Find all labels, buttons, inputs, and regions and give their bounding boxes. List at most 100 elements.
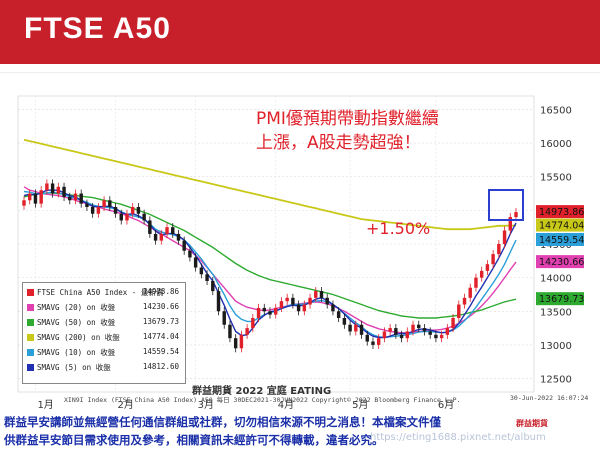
- legend-swatch: [27, 289, 34, 296]
- legend-value: 14973.86: [142, 287, 179, 296]
- candle-body: [399, 334, 404, 339]
- page-title: FTSE A50: [24, 12, 171, 45]
- candle-body: [474, 277, 478, 288]
- candle-body: [68, 196, 72, 201]
- candle-body: [245, 328, 249, 335]
- date-stamp: 30-Jun-2022 16:07:24: [510, 394, 589, 402]
- candle-body: [50, 183, 55, 194]
- candle-body: [199, 267, 204, 275]
- y-tick-label: 15500: [540, 173, 572, 184]
- candle-body: [405, 331, 410, 339]
- legend-label: FTSE China A50 Index - 最新價: [37, 288, 164, 297]
- candle-body: [205, 274, 209, 281]
- candle-body: [90, 207, 95, 214]
- candle-body: [85, 203, 89, 207]
- watermark-text: 群益期貨 2022 宜庭 EATING: [192, 386, 332, 397]
- candle-body: [417, 324, 421, 329]
- candle-body: [211, 281, 215, 292]
- candle-body: [285, 297, 289, 302]
- candle-body: [382, 331, 387, 339]
- candle-body: [428, 331, 432, 335]
- candle-body: [468, 287, 472, 298]
- candle-body: [302, 304, 307, 312]
- candle-body: [514, 212, 518, 218]
- candle-body: [342, 318, 347, 325]
- candle-body: [79, 193, 83, 204]
- legend-label: SMAVG (5) on 收盤: [37, 363, 111, 372]
- candle-body: [497, 244, 501, 255]
- candle-body: [319, 291, 324, 298]
- candle-body: [354, 324, 358, 332]
- candle-body: [279, 301, 284, 308]
- candle-body: [148, 220, 152, 234]
- candle-body: [171, 227, 175, 234]
- price-tag: [536, 255, 584, 269]
- price-tag-label: 14559.54: [539, 235, 584, 246]
- price-tag: [536, 232, 584, 246]
- candle-body: [268, 311, 272, 315]
- y-tick-label: 16500: [540, 105, 572, 116]
- candle-body: [45, 183, 49, 191]
- candle-body: [22, 200, 26, 206]
- legend-swatch: [27, 334, 34, 341]
- candle-body: [491, 254, 495, 265]
- y-tick-label: 14000: [540, 274, 572, 285]
- price-tag-label: 14774.04: [539, 221, 584, 232]
- candle-body: [308, 297, 312, 305]
- legend-swatch: [27, 304, 34, 311]
- price-tag-label: 13679.73: [539, 294, 584, 305]
- candle-body: [239, 334, 244, 349]
- candle-body: [462, 297, 467, 305]
- candle-body: [502, 230, 507, 244]
- candle-body: [348, 324, 352, 332]
- candle-body: [130, 207, 135, 214]
- watermark-url: https://eting1688.pixnet.net/album: [370, 432, 546, 443]
- candle-body: [182, 240, 186, 251]
- legend-entry: SMAVG (50) on 收盤 13679.73: [27, 317, 183, 329]
- candle-body: [222, 311, 226, 325]
- candle-body: [96, 207, 101, 214]
- y-tick-label: 12500: [540, 375, 572, 386]
- legend-label: SMAVG (50) on 收盤: [37, 318, 116, 327]
- logo: 群益期貨: [516, 419, 548, 428]
- candle-body: [28, 193, 32, 201]
- candle-body: [314, 291, 318, 298]
- legend-swatch: [27, 319, 34, 326]
- legend-entry: SMAVG (200) on 收盤 14774.04: [27, 332, 183, 344]
- price-tag: [536, 218, 584, 232]
- legend-value: 13679.73: [142, 317, 179, 326]
- candle-body: [153, 233, 158, 241]
- legend-value: 14812.60: [142, 362, 179, 371]
- candle-body: [365, 334, 369, 342]
- candle-body: [56, 186, 61, 194]
- candle-body: [113, 207, 118, 214]
- legend-value: 14230.66: [142, 302, 179, 311]
- series-line: [23, 138, 516, 231]
- candle-body: [457, 304, 461, 318]
- candle-body: [256, 307, 261, 318]
- candle-body: [125, 213, 129, 221]
- legend-label: SMAVG (20) on 收盤: [37, 303, 116, 312]
- price-tag-label: 14973.86: [539, 207, 584, 218]
- legend-swatch: [27, 349, 34, 356]
- title-bar: FTSE A50: [0, 0, 600, 64]
- price-tag: [536, 292, 584, 306]
- price-tag-label: 14230.66: [539, 257, 584, 268]
- candle-body: [411, 324, 415, 332]
- x-tick-label: 1月: [37, 399, 53, 411]
- legend: FTSE China A50 Index - 最新價 14973.86 SMAVG …: [22, 282, 186, 384]
- legend-value: 14559.54: [142, 347, 179, 356]
- price-labels: 14973.86 14774.04 14559.54 14230.66 13679.73: [536, 205, 584, 306]
- chart: 1250013000135001400014500150001550016000…: [17, 95, 584, 411]
- candle-body: [228, 324, 232, 339]
- legend-entry: SMAVG (20) on 收盤 14230.66: [27, 302, 183, 314]
- candle-body: [508, 217, 512, 231]
- candle-body: [336, 311, 341, 318]
- candle-body: [165, 227, 169, 234]
- candle-body: [102, 200, 106, 207]
- disclaimer-line2: 供群益早安節目需求使用及參考，相關資訊未經許可不得轉載，違者必究。: [4, 433, 384, 447]
- candle-body: [445, 328, 450, 335]
- candles: [22, 179, 518, 353]
- disclaimer: 群益早安講師並無經營任何通信群組或社群，切勿相信來源不明之消息！本檔案文件僅 供…: [0, 412, 600, 452]
- candle-body: [359, 324, 364, 335]
